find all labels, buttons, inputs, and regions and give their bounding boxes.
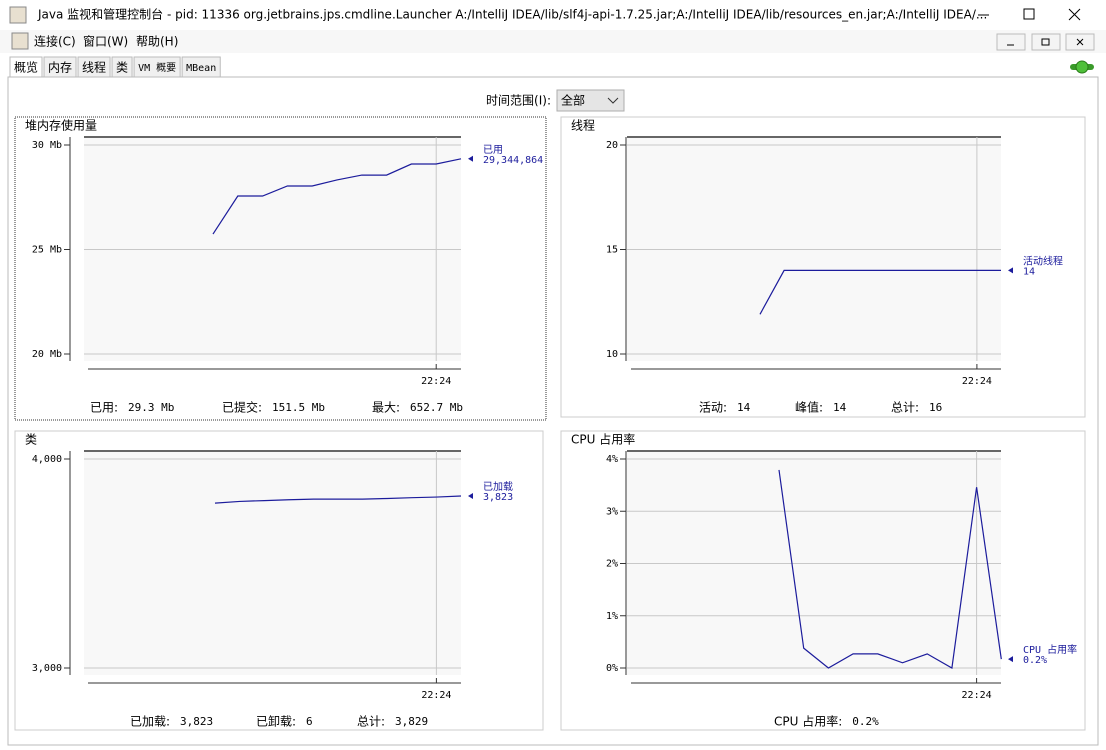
panel-title: 类 xyxy=(25,433,37,447)
legend-value: 14 xyxy=(1023,266,1035,277)
x-tick-label: 22:24 xyxy=(421,690,451,701)
series-line xyxy=(759,269,1001,315)
frame-icon xyxy=(11,32,29,50)
x-tick-label: 22:24 xyxy=(962,690,992,701)
tab[interactable] xyxy=(181,56,221,78)
legend-marker xyxy=(1008,267,1013,274)
tab-label: 概览 xyxy=(14,60,38,75)
footer-value: 29.3 Mb xyxy=(128,401,174,414)
footer-label: 已用: xyxy=(90,401,118,415)
footer-label: 峰值: xyxy=(795,400,823,415)
footer-label: 已卸载: xyxy=(256,714,296,729)
tab-label: 线程 xyxy=(82,60,106,75)
close-button[interactable] xyxy=(1068,8,1081,21)
panel-title: 堆内存使用量 xyxy=(25,118,97,133)
select-arrow xyxy=(607,97,619,104)
tab-label: VM 概要 xyxy=(138,61,176,74)
connection-icon xyxy=(1070,60,1094,74)
maximize-button[interactable] xyxy=(1023,8,1035,20)
menu-bar xyxy=(0,30,1106,53)
time-range-label: 时间范围(I): xyxy=(486,94,551,108)
y-tick-label: 30 Mb xyxy=(32,140,62,151)
footer-label: CPU 占用率: xyxy=(774,714,842,729)
footer-label: 总计: xyxy=(357,715,385,729)
legend-name: 已加载 xyxy=(483,481,513,493)
tab-label: 内存 xyxy=(48,61,72,75)
tab[interactable] xyxy=(77,56,111,78)
app-icon xyxy=(9,6,27,24)
tab[interactable] xyxy=(111,56,133,78)
y-tick-label: 3% xyxy=(606,506,618,517)
y-tick-label: 3,000 xyxy=(32,663,62,674)
footer-value: 6 xyxy=(306,715,313,728)
footer-value: 652.7 Mb xyxy=(410,401,463,414)
y-tick-label: 0% xyxy=(606,663,618,674)
tab-label: 类 xyxy=(116,61,128,75)
plot-area xyxy=(84,451,461,675)
footer-label: 活动: xyxy=(699,401,727,415)
footer-value: 14 xyxy=(833,401,847,414)
footer-label: 已提交: xyxy=(222,400,262,415)
menu-item[interactable]: 连接(C) xyxy=(34,34,76,49)
x-tick-label: 22:24 xyxy=(962,376,992,387)
footer-value: 16 xyxy=(929,401,942,414)
series-line xyxy=(778,469,1002,669)
y-tick-label: 25 Mb xyxy=(32,245,62,256)
tab[interactable] xyxy=(9,56,43,78)
y-tick-label: 1% xyxy=(606,611,618,622)
footer-value: 3,829 xyxy=(395,715,428,728)
legend-value: 0.2% xyxy=(1023,655,1047,666)
footer-value: 151.5 Mb xyxy=(272,401,325,414)
legend-value: 3,823 xyxy=(483,492,513,503)
x-tick-label: 22:24 xyxy=(421,376,451,387)
menu-item[interactable]: 帮助(H) xyxy=(136,35,178,49)
y-tick-label: 15 xyxy=(606,245,618,256)
series-line xyxy=(214,495,462,504)
tab-label: MBean xyxy=(186,63,216,74)
series-line xyxy=(212,158,462,235)
tab[interactable] xyxy=(133,56,181,78)
footer-label: 已加载: xyxy=(130,715,170,729)
window-title: Java 监视和管理控制台 - pid: 11336 org.jetbrains… xyxy=(37,7,987,22)
frame-buttons xyxy=(996,33,1095,51)
legend-name: CPU 占用率 xyxy=(1023,643,1077,656)
footer-label: 总计: xyxy=(891,401,919,415)
y-tick-label: 2% xyxy=(606,559,618,570)
footer-value: 3,823 xyxy=(180,715,213,728)
menu-item[interactable]: 窗口(W) xyxy=(83,35,128,49)
panel-title: CPU 占用率 xyxy=(571,432,635,447)
y-tick-label: 20 xyxy=(606,140,618,151)
y-tick-label: 4,000 xyxy=(32,454,62,465)
footer-value: 0.2% xyxy=(852,715,879,728)
tab[interactable] xyxy=(43,56,77,78)
y-tick-label: 10 xyxy=(606,349,618,360)
frame-min[interactable] xyxy=(996,33,1026,51)
footer-value: 14 xyxy=(737,401,751,414)
legend-marker xyxy=(468,155,473,162)
time-range-value: 全部 xyxy=(561,93,585,108)
y-tick-label: 20 Mb xyxy=(32,349,62,360)
legend-name: 已用 xyxy=(483,145,503,156)
legend-marker xyxy=(468,492,473,499)
legend-marker xyxy=(1008,656,1013,663)
y-tick-label: 4% xyxy=(606,454,618,465)
legend-name: 活动线程 xyxy=(1023,254,1063,267)
frame-restore[interactable] xyxy=(1031,33,1061,51)
panel-title: 线程 xyxy=(571,118,595,133)
legend-value: 29,344,864 xyxy=(483,155,543,166)
time-range-select[interactable] xyxy=(556,89,625,112)
footer-label: 最大: xyxy=(372,401,400,415)
